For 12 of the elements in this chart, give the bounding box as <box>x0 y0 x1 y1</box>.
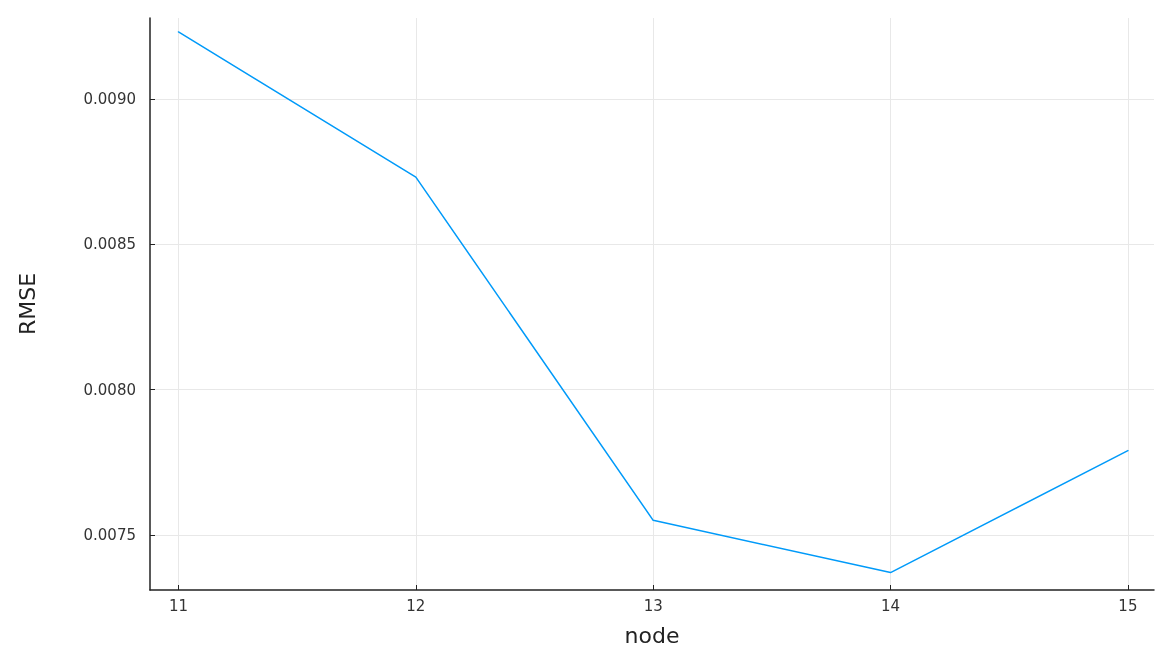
x-axis-title: node <box>624 622 680 648</box>
x-tick-label: 14 <box>880 596 901 615</box>
y-tick-label: 0.0075 <box>83 525 136 544</box>
y-tick-label: 0.0090 <box>83 90 136 109</box>
line-series <box>177 31 1129 574</box>
x-tick-label: 12 <box>406 596 426 615</box>
x-tick-label: 15 <box>1118 596 1138 615</box>
y-tick-label: 0.0080 <box>83 380 136 399</box>
y-axis-title: RMSE <box>14 272 40 336</box>
x-tick-label: 13 <box>643 596 663 615</box>
y-tick-label: 0.0085 <box>83 235 136 254</box>
x-tick-label: 11 <box>168 596 189 615</box>
